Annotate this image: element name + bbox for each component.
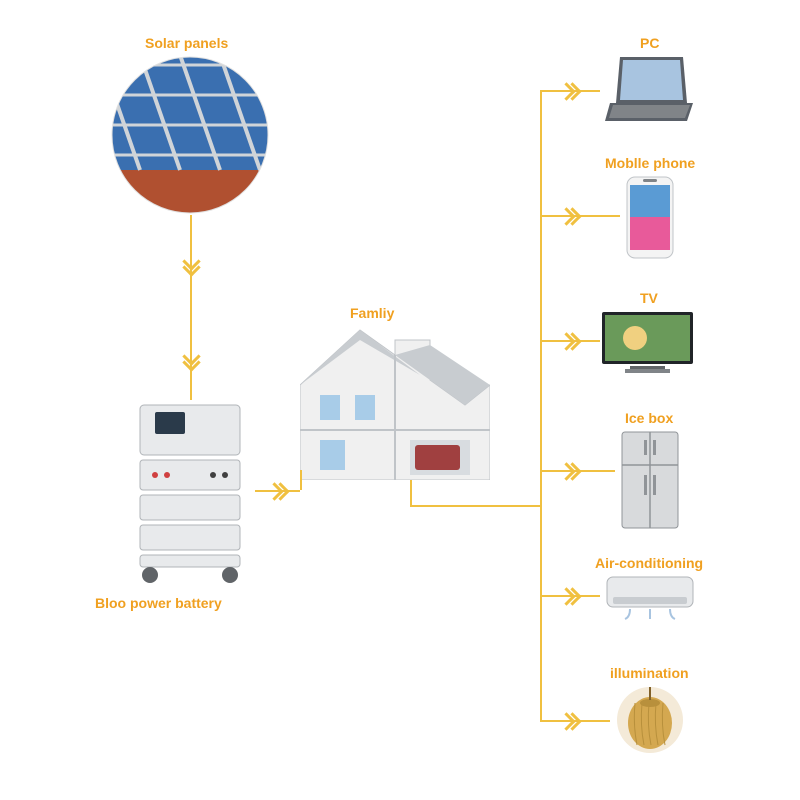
lamp-icon xyxy=(615,685,685,755)
family-label: Famliy xyxy=(350,305,394,321)
mobile-label: Moblle phone xyxy=(605,155,695,171)
pc-label: PC xyxy=(640,35,659,51)
phone-icon xyxy=(625,175,675,260)
battery-icon xyxy=(125,400,255,585)
light-label: illumination xyxy=(610,665,689,681)
battery-label: Bloo power battery xyxy=(95,595,222,611)
tv-label: TV xyxy=(640,290,658,306)
fridge-icon xyxy=(620,430,680,530)
solar-label: Solar panels xyxy=(145,35,228,51)
icebox-label: Ice box xyxy=(625,410,673,426)
ac-icon xyxy=(605,575,695,620)
house-icon xyxy=(300,325,490,480)
solar-panel-icon xyxy=(110,55,270,215)
ac-label: Air-conditioning xyxy=(595,555,703,571)
laptop-icon xyxy=(605,55,695,125)
tv-icon xyxy=(600,310,695,375)
